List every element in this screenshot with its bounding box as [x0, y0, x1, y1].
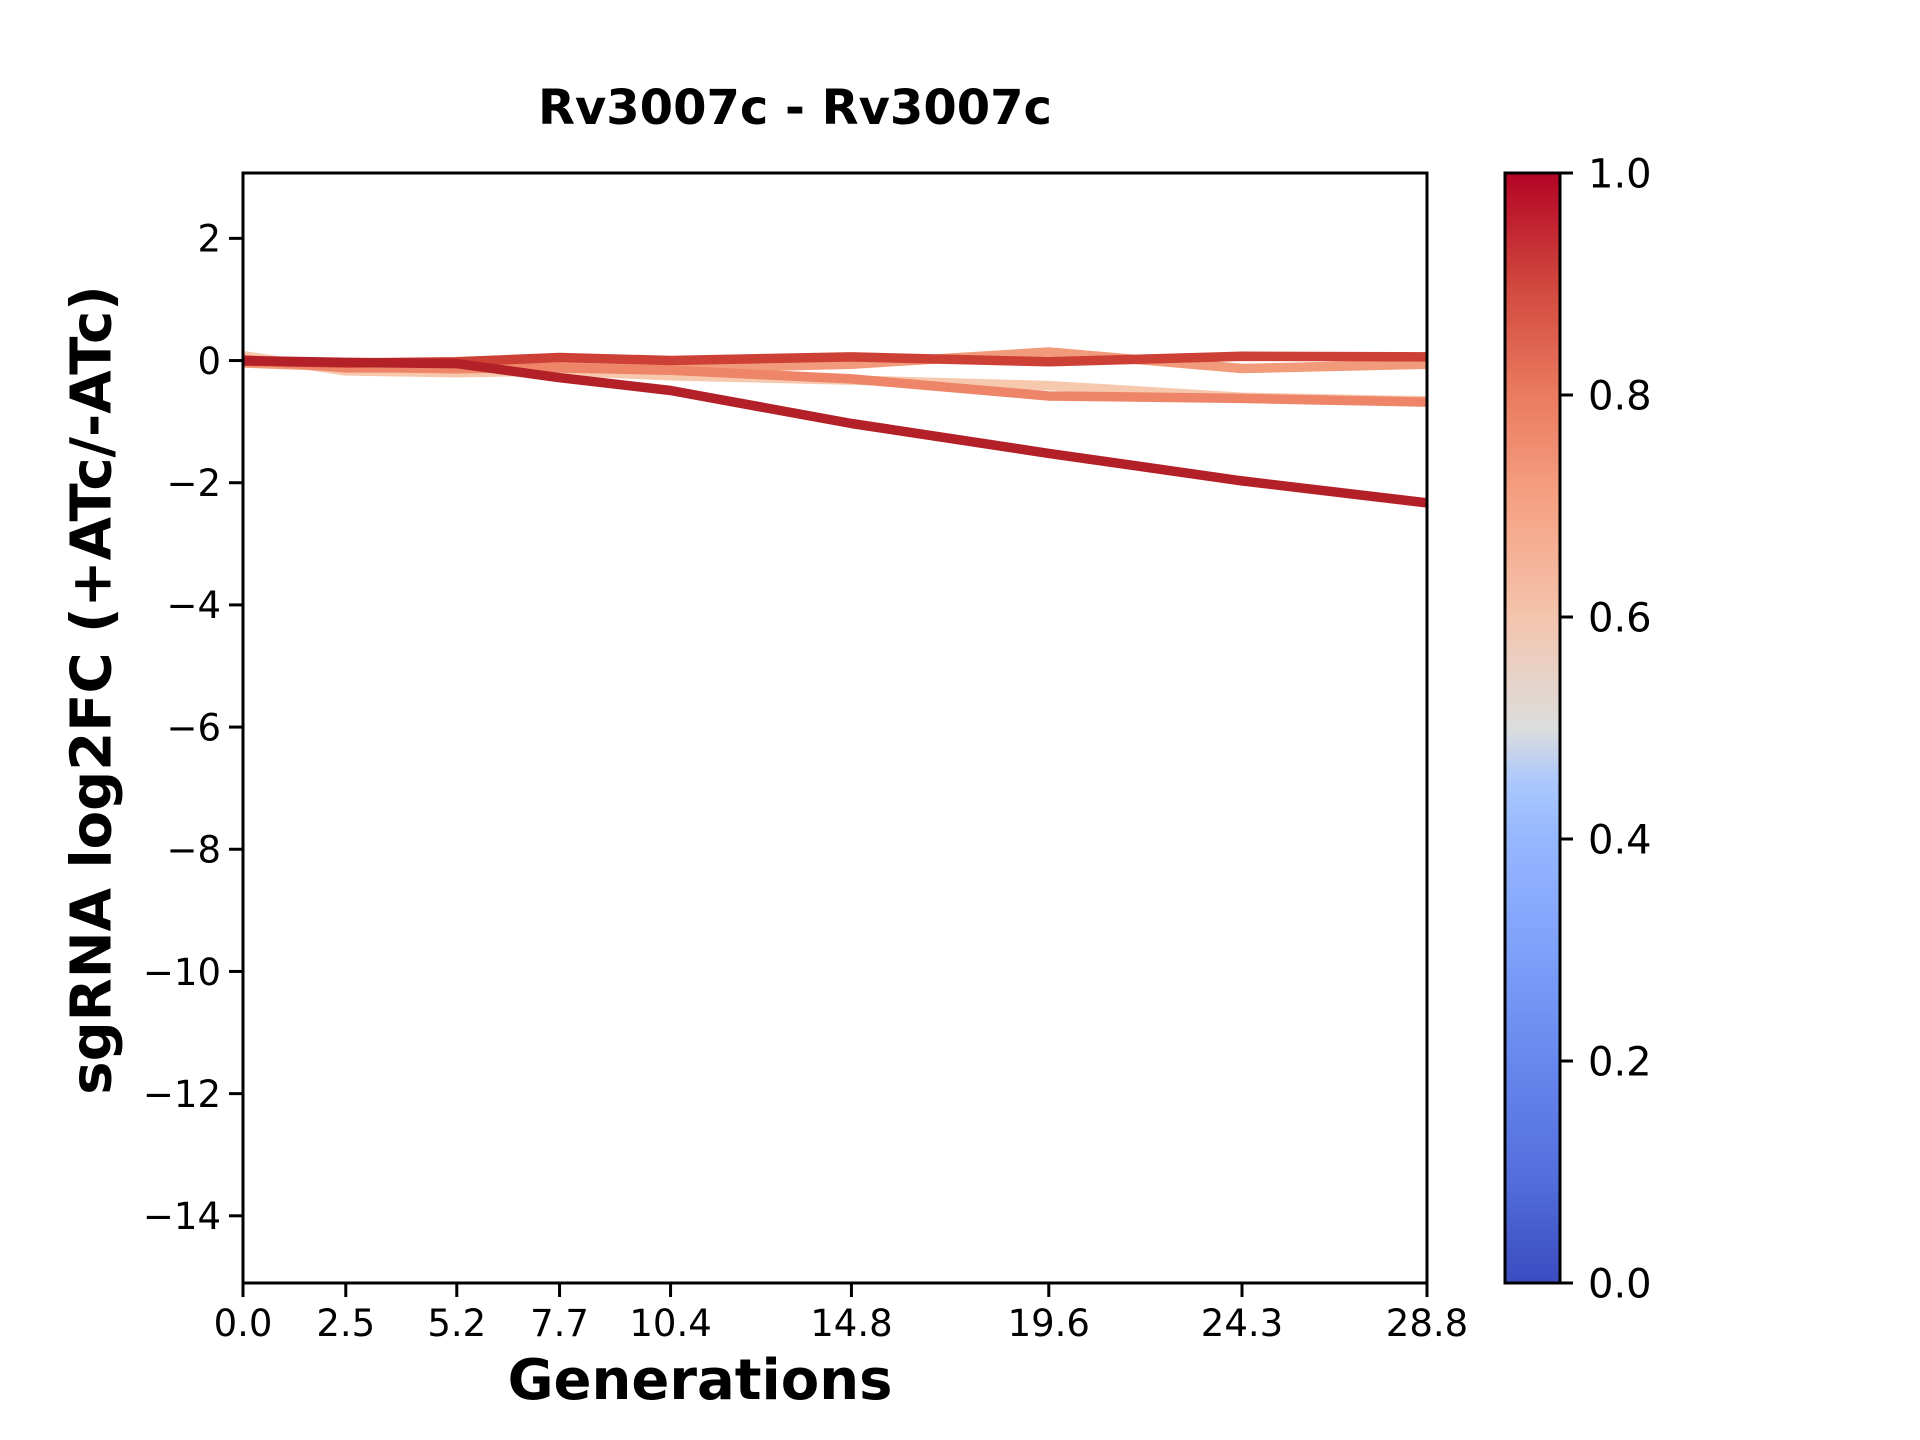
- series-5-line: [242, 355, 1428, 508]
- y-tick-label: −14: [143, 1195, 221, 1238]
- x-tick-label: 2.5: [316, 1302, 375, 1345]
- y-tick-label: 2: [197, 218, 221, 261]
- y-tick-label: 0: [197, 340, 221, 383]
- colorbar: [1505, 173, 1560, 1283]
- y-axis-label: sgRNA log2FC (+ATc/-ATc): [59, 285, 125, 1095]
- colorbar-tick-label: 0.4: [1588, 817, 1652, 863]
- x-tick-label: 5.2: [427, 1302, 486, 1345]
- x-tick-label: 0.0: [214, 1302, 273, 1345]
- y-tick-label: −4: [166, 584, 221, 627]
- x-tick-label: 24.3: [1201, 1302, 1283, 1345]
- colorbar-frame: [1503, 171, 1562, 1285]
- y-tick-label: −2: [166, 462, 221, 505]
- x-tick-label: 14.8: [810, 1302, 892, 1345]
- colorbar-tick-label: 1.0: [1588, 151, 1652, 197]
- x-tick-label: 19.6: [1008, 1302, 1090, 1345]
- y-tick-label: −12: [143, 1073, 221, 1116]
- x-tick-label: 10.4: [629, 1302, 711, 1345]
- x-tick-label: 7.7: [530, 1302, 589, 1345]
- y-tick-label: −6: [166, 706, 221, 749]
- colorbar-tick-label: 0.6: [1588, 595, 1652, 641]
- colorbar-tick-label: 0.8: [1588, 373, 1652, 419]
- axes-frame: [241, 171, 1429, 1285]
- y-tick-label: −10: [143, 951, 221, 994]
- x-tick-label: 28.8: [1386, 1302, 1468, 1345]
- colorbar-tick-label: 0.0: [1588, 1261, 1652, 1307]
- chart-title: Rv3007c - Rv3007c: [538, 80, 1052, 136]
- series-3-line: [242, 354, 1428, 407]
- y-tick-label: −8: [166, 829, 221, 872]
- x-axis-label: Generations: [507, 1348, 893, 1413]
- plot-area: [243, 173, 1427, 1283]
- colorbar-tick-label: 0.2: [1588, 1039, 1652, 1085]
